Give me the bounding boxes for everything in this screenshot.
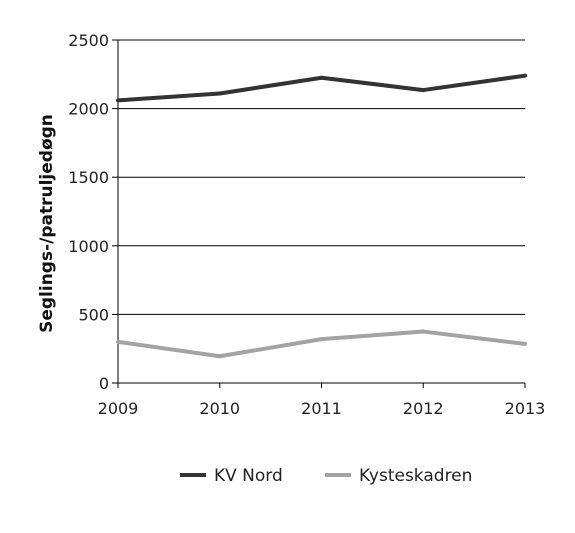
data-point [421,329,426,334]
x-tick-label: 2012 [403,399,444,418]
data-point [116,98,120,103]
legend-label: Kysteskadren [359,466,472,486]
gridlines [118,39,525,315]
data-point [116,339,120,344]
y-tick-label: 1000 [68,237,109,256]
y-tick-label: 1500 [68,168,109,187]
data-point [217,354,222,359]
y-tick-label: 2000 [68,100,109,119]
data-point [319,337,324,342]
data-point [421,88,426,93]
y-axis-label: Seglings-/patruljedøgn [37,114,57,333]
y-tick-label: 500 [78,305,109,324]
data-point [217,91,222,96]
axes [112,39,526,388]
data-point [523,73,527,78]
series-lines [116,73,527,359]
legend-label: KV Nord [214,466,283,486]
y-tick-label: 0 [99,374,109,393]
x-tick-label: 2011 [301,399,342,418]
y-tick-label: 2500 [68,31,109,50]
legend: KV Nord Kysteskadren [180,466,472,486]
x-tick-labels: 2009 2010 2011 2012 2013 [98,399,546,418]
x-tick-label: 2013 [505,399,546,418]
series-line-1 [117,329,526,359]
data-point [319,75,324,80]
x-tick-label: 2010 [199,399,240,418]
y-tick-labels: 0 500 1000 1500 2000 2500 [68,31,109,393]
x-tick-label: 2009 [98,399,139,418]
data-point [523,341,527,346]
